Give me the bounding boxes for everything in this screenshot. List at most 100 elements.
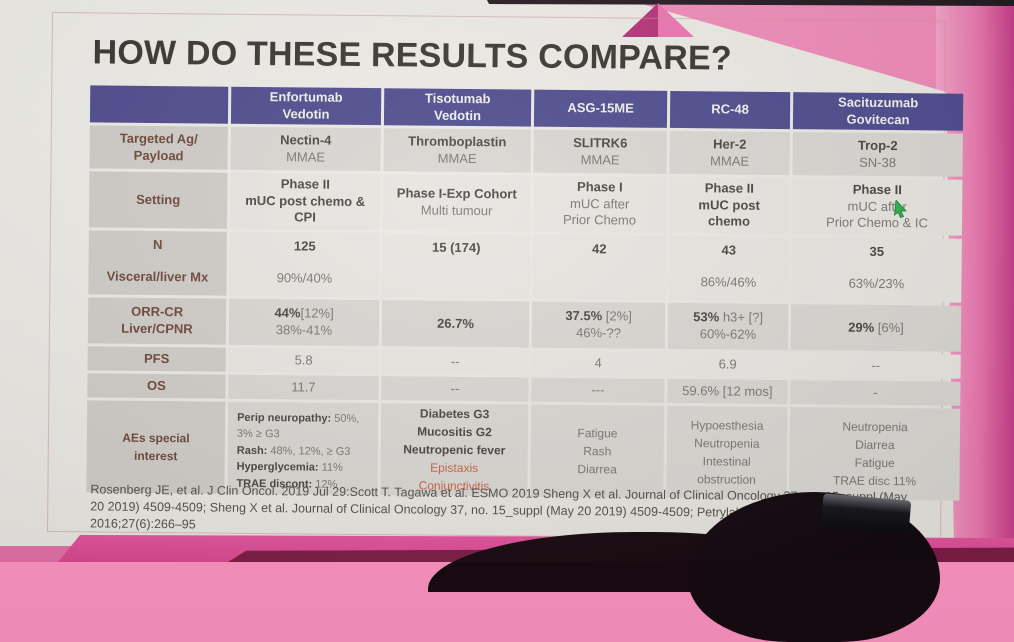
cell-text-line: Diarrea xyxy=(855,436,895,454)
cell-text-line: Epistaxis xyxy=(430,459,478,477)
table-cell: -- xyxy=(382,349,529,374)
table-cell: 125 90%/40% xyxy=(229,232,380,297)
cell-text-line: MMAE xyxy=(438,150,477,167)
cell-text-line: mUC post chemo & xyxy=(245,192,365,210)
conference-photo: { "colors": { "wall_pink": "#ee86b3", "w… xyxy=(0,0,1014,562)
cell-text-line: 35 xyxy=(869,244,884,261)
cell-text-line: Prior Chemo & IC xyxy=(826,215,928,233)
cell-text-line: MMAE xyxy=(710,153,749,170)
column-header: RC-48 xyxy=(670,91,790,129)
table-cell: -- xyxy=(791,353,961,379)
table-cell: 42 xyxy=(532,235,666,300)
cell-text-line: Her-2 xyxy=(713,136,746,153)
cell-text-line: 15 (174) xyxy=(432,240,481,257)
table-cell: 53% h3+ [?]60%-62% xyxy=(668,303,788,350)
presentation-slide: HOW DO THESE RESULTS COMPARE? Enfortumab… xyxy=(47,12,946,541)
cell-text-line: -- xyxy=(450,380,459,397)
cell-text-line: 38%-41% xyxy=(276,322,333,339)
table-cell: 11.7 xyxy=(228,375,378,400)
cell-text-line: --- xyxy=(591,382,604,399)
cell-text-line: 43 xyxy=(721,242,736,259)
cell-text-line: Multi tumour xyxy=(421,203,493,221)
green-pointer-cursor-icon xyxy=(893,200,911,218)
table-cell: 15 (174) xyxy=(382,233,530,298)
table-cell: 43 86%/46% xyxy=(668,236,789,301)
cell-text-line: 86%/46% xyxy=(701,274,757,291)
cell-text-line: mUC after xyxy=(570,196,629,213)
cell-text-line: Phase I-Exp Cohort xyxy=(397,185,517,203)
cell-text-line: Diarrea xyxy=(577,460,617,478)
table-cell: - xyxy=(790,380,960,406)
cell-text-line: Intestinal xyxy=(703,452,751,470)
cell-text-line: 125 xyxy=(294,238,316,255)
table-cell: 35 63%/23% xyxy=(791,237,962,303)
cell-text-line: obstruction xyxy=(697,470,756,489)
cell-text-line: Hypoesthesia xyxy=(691,416,764,435)
table-cell: 5.8 xyxy=(229,348,379,373)
cell-text-line: - xyxy=(873,384,878,401)
cell-text-line: Hyperglycemia: 11% xyxy=(237,459,343,477)
table-cell: 59.6% [12 mos] xyxy=(667,379,787,404)
cell-text-line: Neutropenic fever xyxy=(403,440,505,459)
cell-text-line: Prior Chemo xyxy=(563,212,636,230)
cell-text-line: TRAE disc 11% xyxy=(833,472,916,491)
cell-text-line: Phase II xyxy=(281,176,330,193)
cell-text-line: 42 xyxy=(592,241,607,258)
cell-text-line: 90%/40% xyxy=(277,270,333,287)
cell-text-line: -- xyxy=(451,353,460,370)
cell-text-line: 5.8 xyxy=(295,352,313,369)
table-cell: --- xyxy=(531,378,664,403)
cell-text-line: chemo xyxy=(708,214,750,231)
cell-text-line: 60%-62% xyxy=(700,326,757,343)
cell-text-line: Diabetes G3 xyxy=(420,405,490,424)
row-label: Setting xyxy=(89,171,228,228)
cell-text-line: Phase II xyxy=(853,181,902,198)
cell-text-line: Neutropenia xyxy=(694,434,760,453)
cell-text-line: Fatigue xyxy=(855,454,895,472)
cell-text-line: 46%-?? xyxy=(576,325,621,342)
cell-text-line: Rash: 48%, 12%, ≥ G3 xyxy=(237,443,351,461)
cell-text-line: Rash xyxy=(583,442,611,460)
cell-text-line: 63%/23% xyxy=(849,276,905,293)
cell-text-line: 3% ≥ G3 xyxy=(237,426,280,443)
cell-text-line: 59.6% [12 mos] xyxy=(682,383,772,401)
cell-text-line: mUC post xyxy=(698,197,760,214)
table-cell: 4 xyxy=(532,351,665,376)
cell-text-line: SLITRK6 xyxy=(573,135,627,152)
cell-text-line: Neutropenia xyxy=(842,418,908,437)
row-label: Targeted Ag/Payload xyxy=(90,125,228,169)
row-label: PFS xyxy=(88,346,226,371)
cell-text-line: CPI xyxy=(294,210,316,227)
table-cell: 37.5% [2%]46%-?? xyxy=(532,302,665,349)
table-cell: 6.9 xyxy=(668,352,788,377)
row-label: OS xyxy=(87,373,225,398)
cell-text-line: -- xyxy=(871,357,880,374)
cell-text-line: MMAE xyxy=(286,149,325,166)
cell-text-line: Phase II xyxy=(705,180,754,197)
page-title: HOW DO THESE RESULTS COMPARE? xyxy=(92,33,732,78)
cell-text-line: 6.9 xyxy=(719,356,737,373)
table-cell: 44%[12%]38%-41% xyxy=(229,299,379,346)
table-cell: -- xyxy=(381,376,528,401)
cell-text-line: Fatigue xyxy=(577,424,617,442)
